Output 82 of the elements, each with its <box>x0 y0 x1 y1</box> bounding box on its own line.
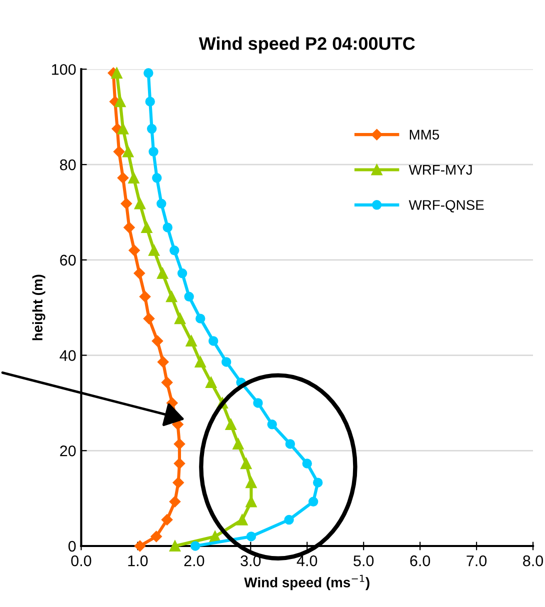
point <box>170 246 180 256</box>
point <box>124 222 135 234</box>
point <box>128 244 140 256</box>
point <box>196 314 206 324</box>
point <box>240 458 252 470</box>
x-tick-label: 6.0 <box>410 555 430 566</box>
point <box>146 124 157 134</box>
point <box>174 313 186 324</box>
point <box>190 541 200 551</box>
y-tick-label: 0 <box>68 540 76 552</box>
point <box>152 335 164 347</box>
point <box>236 514 248 526</box>
point <box>143 312 155 324</box>
y-tick-label: 100 <box>52 64 76 75</box>
legend-label: WRF-MYJ <box>408 165 472 175</box>
point <box>156 198 166 209</box>
point <box>113 146 125 158</box>
point <box>120 198 132 210</box>
legend-label: WRF-QNSE <box>408 200 484 212</box>
x-tick-label: 2.0 <box>184 555 204 566</box>
point <box>177 268 188 278</box>
point <box>169 540 181 552</box>
point <box>221 357 232 367</box>
point <box>134 198 146 210</box>
point <box>284 514 294 525</box>
point <box>148 244 160 256</box>
point <box>246 496 257 508</box>
point <box>117 123 129 134</box>
point <box>172 476 184 488</box>
point <box>157 356 169 368</box>
point <box>174 458 186 470</box>
point <box>122 146 134 158</box>
point <box>139 291 151 302</box>
point <box>141 222 152 234</box>
point <box>166 291 178 302</box>
point <box>232 438 244 450</box>
point <box>128 172 140 184</box>
point <box>209 530 221 542</box>
y-tick-label: 60 <box>60 254 76 266</box>
y-tick-label: 20 <box>60 446 76 456</box>
point <box>312 478 323 488</box>
point <box>169 496 181 508</box>
point <box>134 268 145 279</box>
point <box>194 356 206 368</box>
x-tick-label: 7.0 <box>466 555 487 566</box>
point <box>111 67 122 79</box>
point <box>302 458 312 468</box>
chart-title: Wind speed P2 04:00UTC <box>198 36 415 54</box>
legend-label: MM5 <box>410 130 440 140</box>
x-tick-label: 0.0 <box>71 555 92 566</box>
point <box>145 96 155 106</box>
point <box>225 418 236 430</box>
point <box>162 222 172 232</box>
point <box>285 439 296 449</box>
y-tick-label: 80 <box>60 159 76 170</box>
point <box>174 438 186 450</box>
y-tick-label: 40 <box>60 350 76 361</box>
point <box>152 173 162 183</box>
point <box>246 532 256 542</box>
point <box>253 398 263 408</box>
point <box>246 477 257 488</box>
point <box>267 420 277 430</box>
point <box>134 540 146 552</box>
x-tick-label: 4.0 <box>296 555 318 566</box>
point <box>161 376 173 388</box>
point <box>308 496 318 507</box>
point <box>144 68 154 78</box>
point <box>148 146 158 157</box>
point <box>114 96 126 108</box>
x-tick-label: 8.0 <box>523 555 544 566</box>
point <box>161 514 173 526</box>
point <box>206 376 217 388</box>
point <box>117 172 129 184</box>
x-tick-label: 5.0 <box>354 555 374 566</box>
point <box>150 530 162 542</box>
point <box>184 292 194 302</box>
point <box>156 268 168 279</box>
x-tick-label: 1.0 <box>128 555 148 566</box>
x-axis-title: Wind speed (ms$^{−1}$) <box>244 574 370 590</box>
y-axis-title: height (m) <box>32 274 46 340</box>
point <box>186 335 197 347</box>
point <box>208 336 218 346</box>
